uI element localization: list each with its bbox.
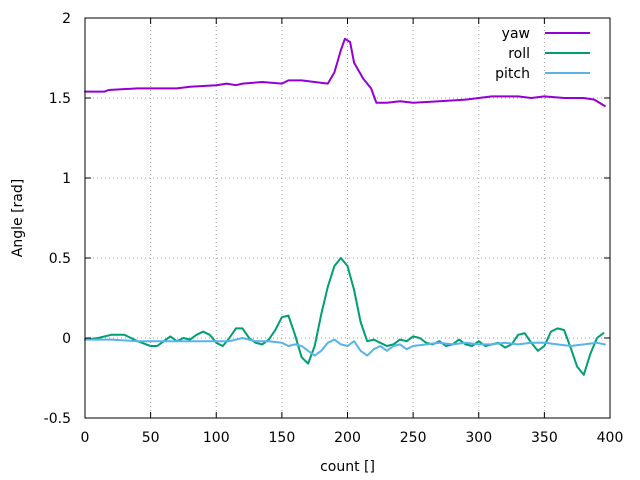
x-tick-label: 300 xyxy=(465,430,492,446)
series-yaw-line xyxy=(84,37,606,107)
y-tick-label: 0.5 xyxy=(49,251,71,267)
x-tick-label: 200 xyxy=(334,430,361,446)
x-tick-label: 0 xyxy=(81,430,90,446)
legend-label-pitch: pitch xyxy=(495,66,530,82)
grid xyxy=(85,18,610,418)
series-roll-line xyxy=(84,257,605,376)
y-tick-label: 1 xyxy=(62,171,71,187)
y-tick-label: 0 xyxy=(62,331,71,347)
legend-label-yaw: yaw xyxy=(502,26,530,42)
x-axis-label: count [] xyxy=(320,459,375,475)
x-tick-label: 350 xyxy=(531,430,558,446)
x-tick-label: 100 xyxy=(203,430,230,446)
x-tick-label: 400 xyxy=(597,430,624,446)
y-axis-label: Angle [rad] xyxy=(10,179,26,257)
y-tick-label: -0.5 xyxy=(44,411,71,427)
legend: yaw roll pitch xyxy=(495,26,590,82)
x-tick-label: 50 xyxy=(142,430,160,446)
series-pitch-line xyxy=(84,337,606,357)
x-tick-label: 150 xyxy=(269,430,296,446)
y-tick-label: 2 xyxy=(62,11,71,27)
y-tick-label: 1.5 xyxy=(49,91,71,107)
series-lines xyxy=(84,37,606,376)
axis-ticks: 0 50 100 150 200 250 300 350 400 -0.5 0 0.5 1 1.5 2 xyxy=(44,11,624,446)
legend-label-roll: roll xyxy=(508,46,530,62)
x-tick-label: 250 xyxy=(400,430,427,446)
